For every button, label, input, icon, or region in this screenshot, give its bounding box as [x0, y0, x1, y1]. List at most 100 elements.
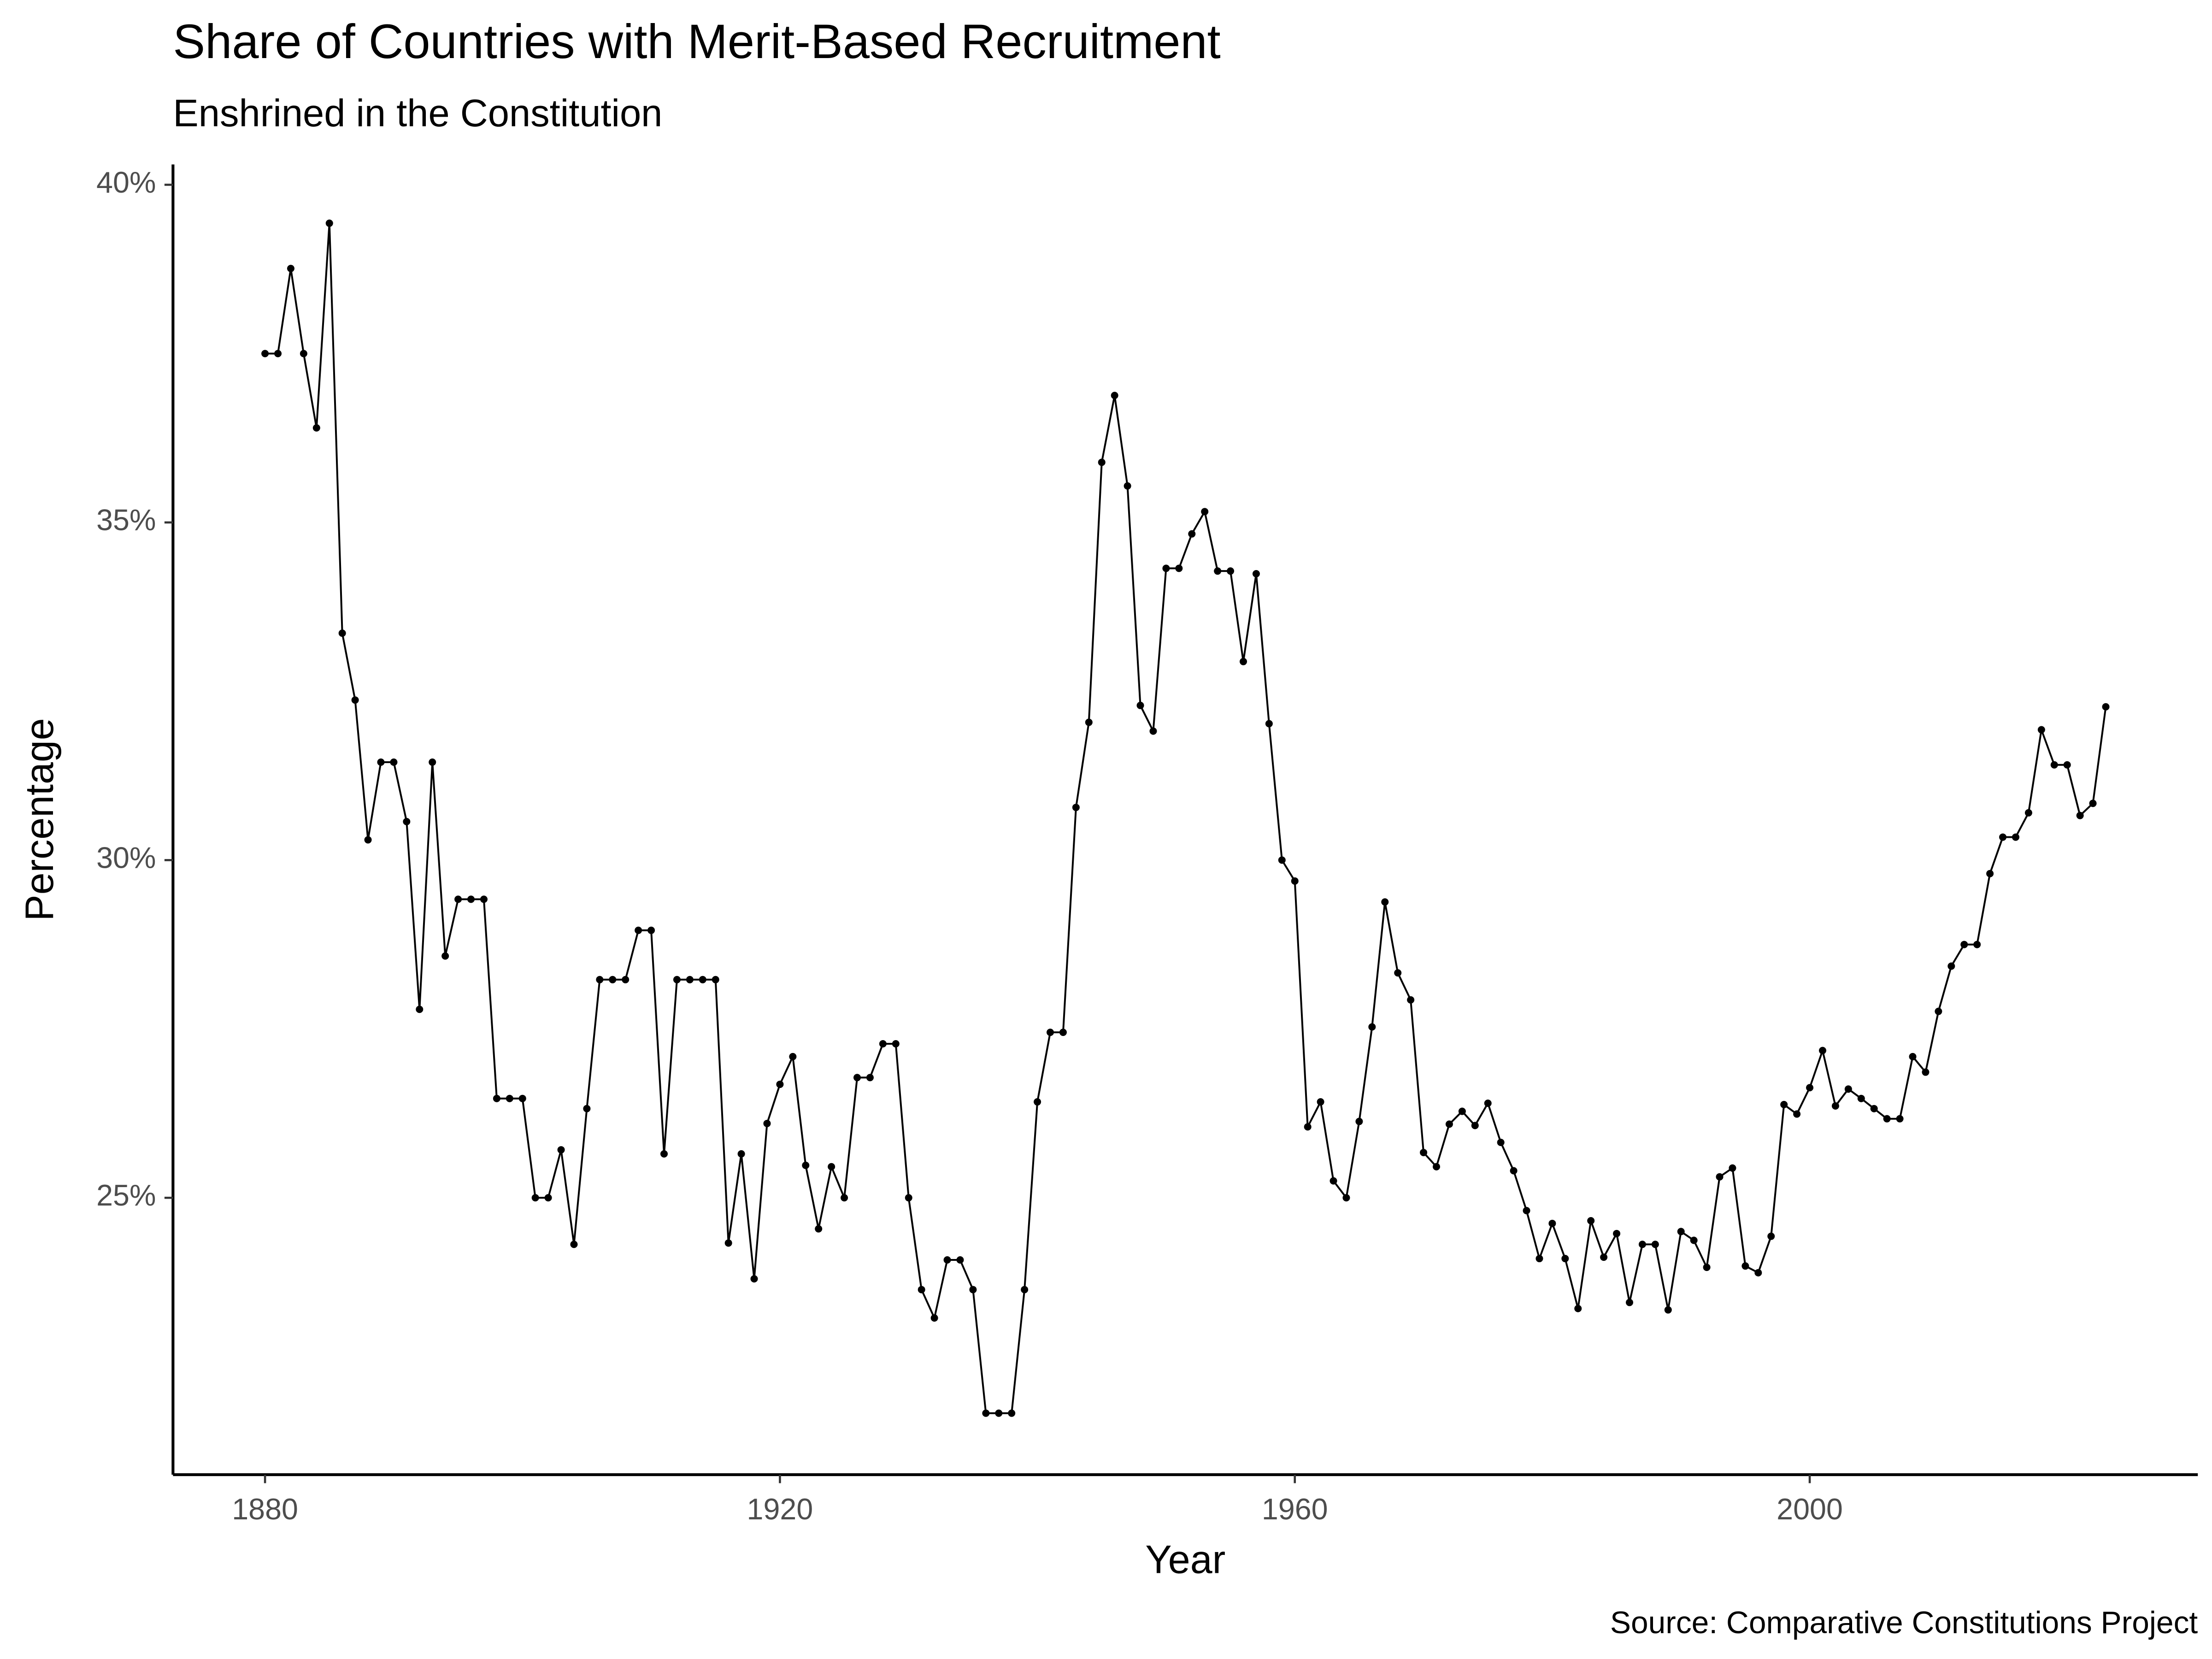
data-point — [1021, 1286, 1029, 1294]
data-point — [1574, 1305, 1582, 1312]
data-point — [390, 758, 398, 766]
data-point — [1561, 1255, 1569, 1263]
data-point — [1497, 1138, 1505, 1146]
data-point — [261, 350, 269, 358]
data-point — [1986, 870, 1994, 877]
data-point — [338, 629, 346, 637]
data-point — [1625, 1299, 1633, 1306]
data-point — [995, 1409, 1003, 1417]
data-point — [1793, 1110, 1801, 1118]
data-point — [312, 424, 320, 432]
data-point — [918, 1286, 925, 1294]
data-point — [467, 895, 475, 903]
data-point — [1124, 482, 1131, 490]
data-point — [1445, 1120, 1453, 1128]
data-point — [686, 976, 694, 983]
data-point — [699, 976, 706, 983]
data-point — [1098, 459, 1106, 466]
data-point — [2063, 761, 2071, 769]
data-point — [1034, 1098, 1041, 1106]
data-point — [635, 926, 642, 934]
data-point — [1240, 658, 1247, 665]
data-point — [750, 1275, 758, 1283]
data-point — [1278, 856, 1286, 864]
data-point — [1432, 1163, 1440, 1171]
x-tick-label: 2000 — [1777, 1493, 1843, 1526]
data-point — [660, 1150, 668, 1158]
data-point — [1741, 1262, 1749, 1270]
data-point — [1844, 1085, 1852, 1093]
data-point — [763, 1119, 771, 1127]
data-point — [287, 265, 294, 272]
data-point — [841, 1194, 848, 1202]
data-point — [1690, 1236, 1698, 1244]
data-point — [724, 1239, 732, 1247]
data-point — [364, 836, 372, 844]
data-point — [1857, 1094, 1865, 1102]
data-point — [1831, 1102, 1839, 1110]
y-axis-title: Percentage — [18, 718, 62, 921]
data-point — [480, 895, 488, 903]
data-point — [1458, 1107, 1466, 1115]
data-point — [828, 1163, 835, 1171]
data-point — [737, 1150, 745, 1158]
data-point — [403, 818, 411, 825]
data-point — [930, 1314, 938, 1322]
data-point — [1162, 565, 1170, 572]
data-point — [815, 1225, 823, 1233]
data-point — [1870, 1105, 1878, 1112]
data-point — [506, 1094, 513, 1102]
data-point — [2037, 726, 2045, 734]
data-point — [274, 350, 282, 358]
data-point — [1806, 1084, 1814, 1092]
data-point — [853, 1074, 861, 1082]
y-tick-label: 40% — [96, 166, 156, 199]
data-point — [493, 1094, 500, 1102]
data-point — [1342, 1194, 1350, 1202]
data-point — [1883, 1115, 1891, 1123]
data-point — [956, 1256, 964, 1264]
data-point — [789, 1053, 797, 1060]
data-point — [1510, 1167, 1518, 1175]
data-point — [570, 1241, 578, 1248]
data-point — [518, 1094, 526, 1102]
data-point — [905, 1194, 912, 1202]
data-point — [802, 1161, 810, 1169]
data-point — [712, 976, 719, 983]
data-point — [1136, 701, 1144, 709]
data-point — [1729, 1164, 1736, 1172]
data-point — [1407, 996, 1415, 1004]
data-point — [1175, 565, 1183, 572]
data-point — [1111, 392, 1118, 400]
data-point — [1703, 1264, 1711, 1271]
data-point — [1227, 567, 1235, 575]
data-point — [1651, 1241, 1659, 1248]
data-point — [583, 1105, 591, 1112]
caption: Source: Comparative Constitutions Projec… — [1610, 1606, 2198, 1640]
data-point — [969, 1286, 977, 1294]
data-point — [1072, 804, 1080, 812]
data-point — [531, 1194, 539, 1202]
data-point — [1909, 1053, 1917, 1060]
x-axis-title: Year — [1145, 1538, 1225, 1582]
data-point — [879, 1040, 887, 1048]
data-point — [454, 895, 462, 903]
y-tick-label: 35% — [96, 504, 156, 537]
data-point — [1188, 530, 1196, 538]
data-point — [1471, 1122, 1479, 1130]
data-point — [1664, 1306, 1672, 1314]
data-point — [1368, 1023, 1376, 1031]
data-point — [1600, 1253, 1608, 1261]
data-point — [622, 976, 629, 983]
data-point — [1638, 1241, 1646, 1248]
data-point — [1484, 1099, 1492, 1107]
data-point — [1754, 1269, 1762, 1277]
data-point — [1252, 570, 1260, 578]
data-point — [1291, 877, 1299, 885]
data-point — [2024, 809, 2032, 817]
data-point — [1999, 833, 2007, 841]
data-point — [1201, 508, 1209, 516]
